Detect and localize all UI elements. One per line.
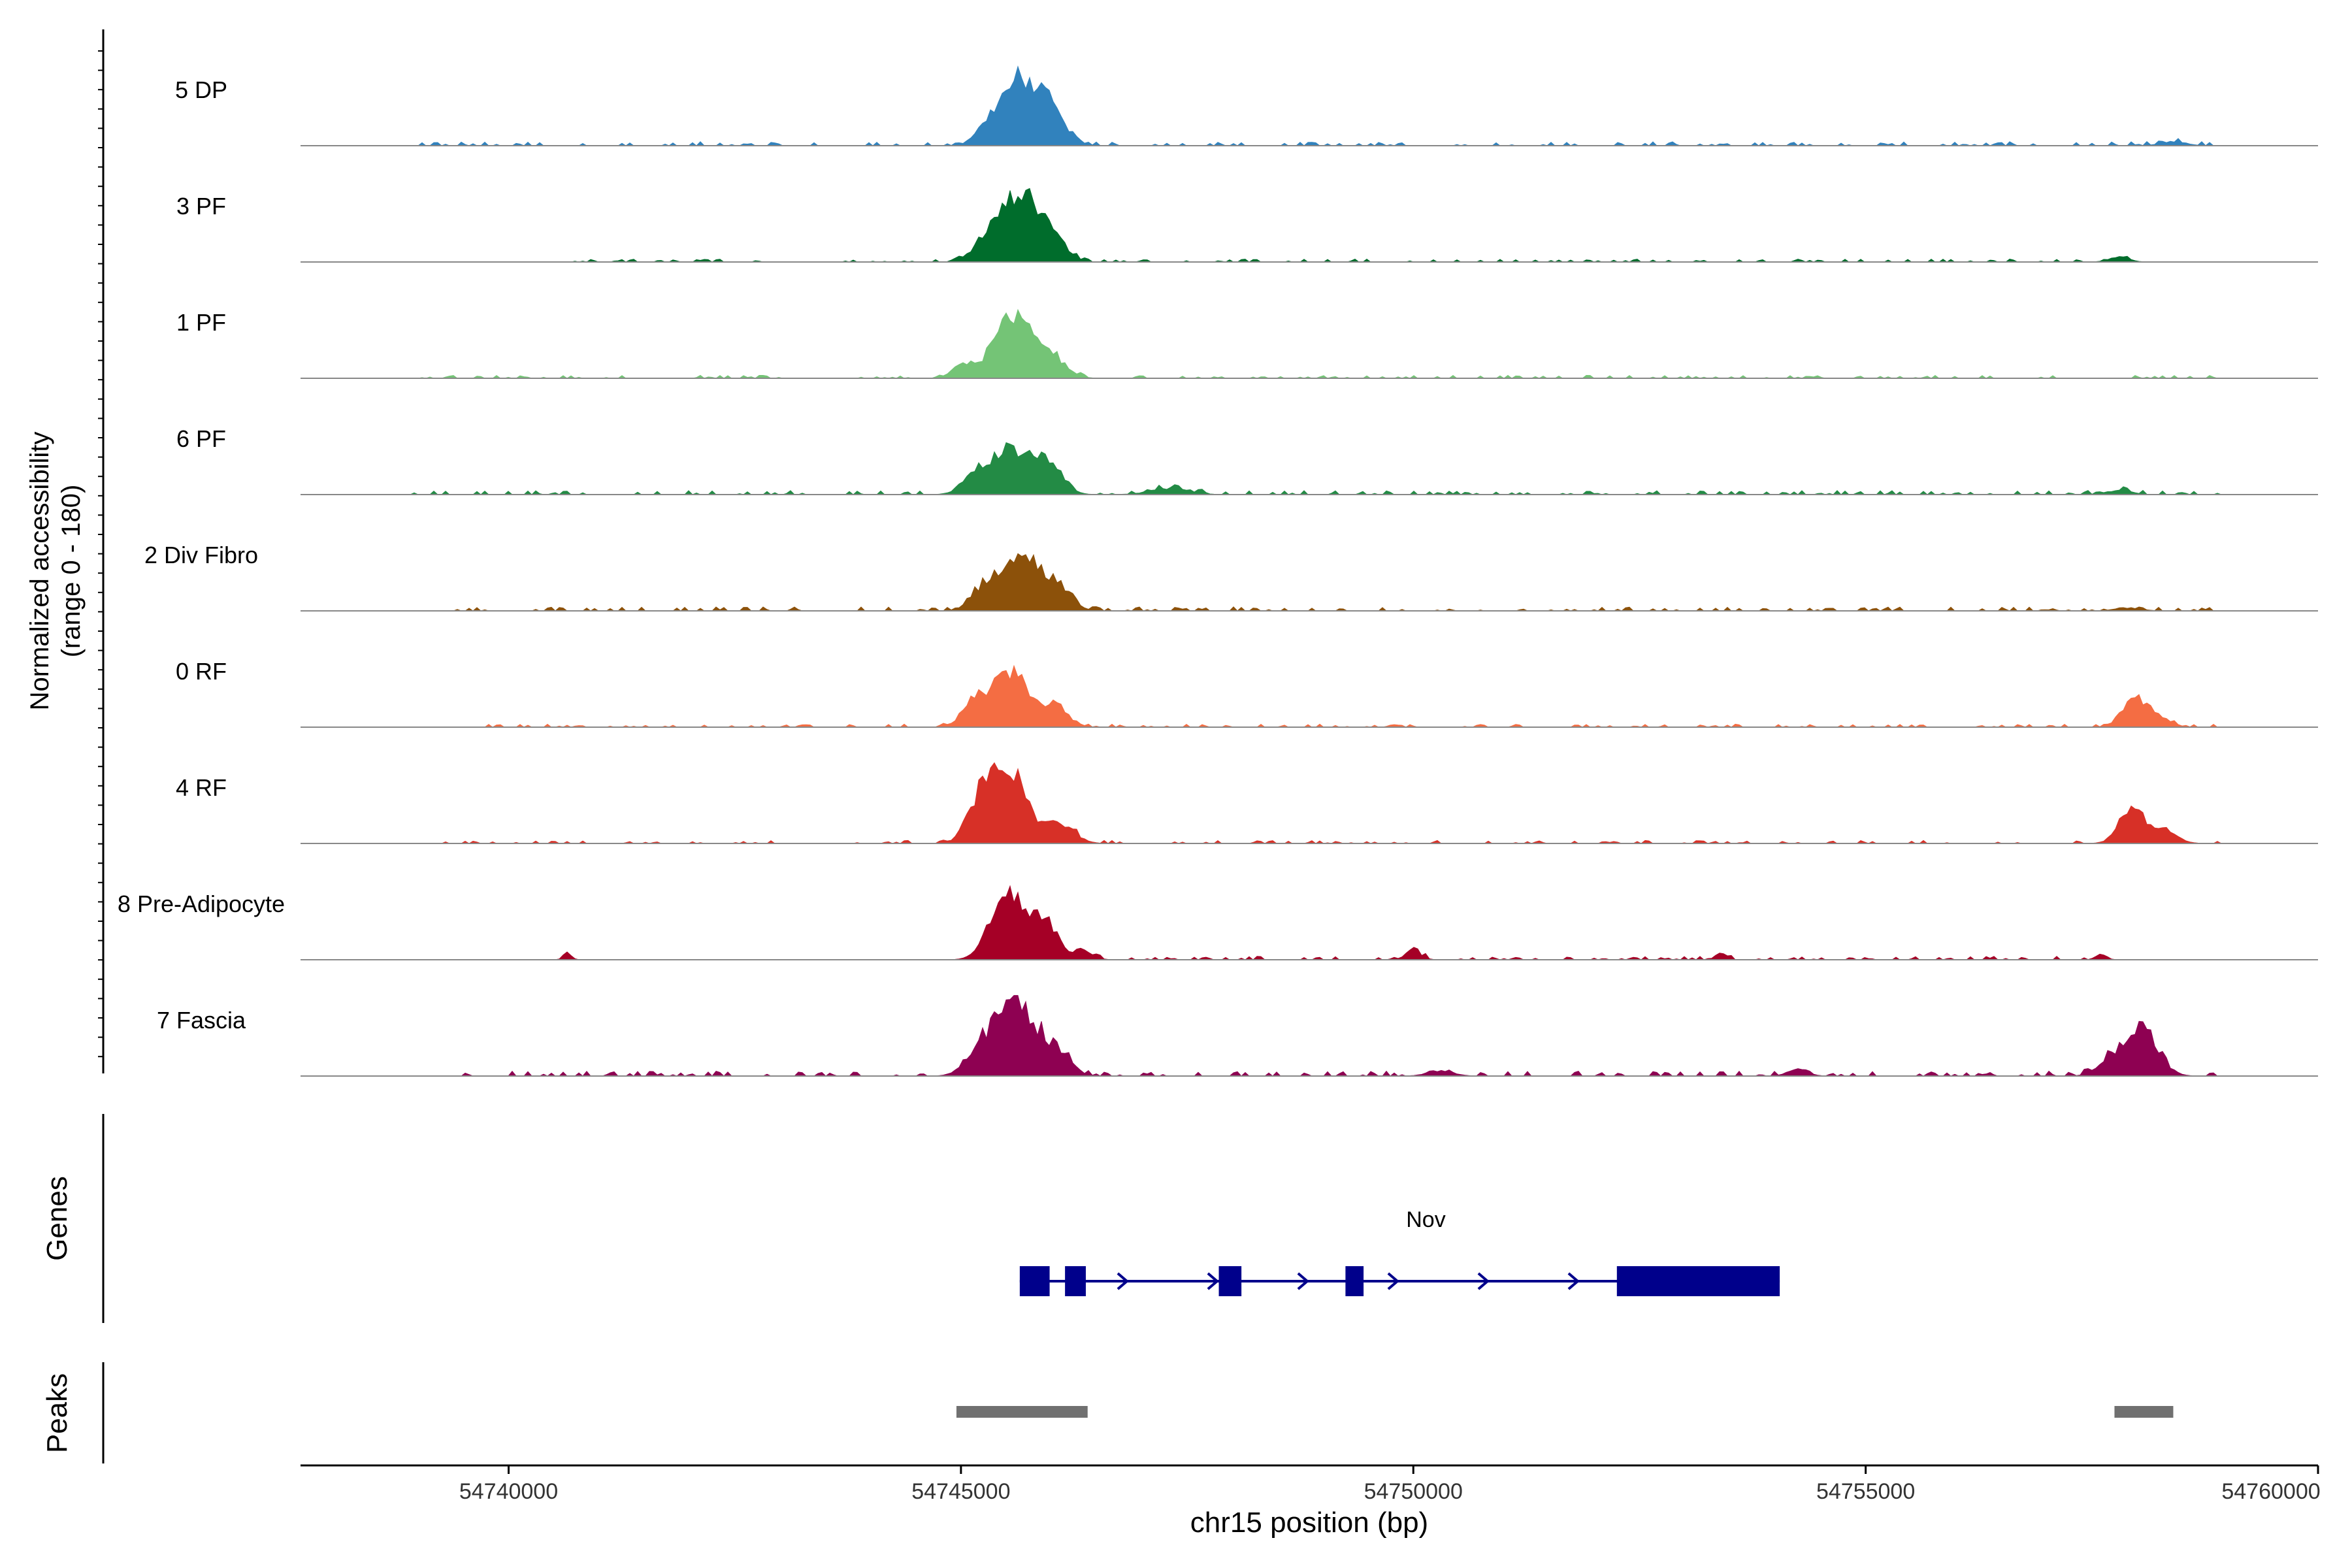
strand-arrow [1207,1272,1219,1290]
track-label: 6 PF [176,425,226,452]
x-tick-label: 54750000 [1364,1479,1463,1504]
track-label: 8 Pre-Adipocyte [118,890,285,917]
x-axis-label: chr15 position (bp) [1190,1507,1428,1539]
track-9: 7 Fascia [157,995,2318,1077]
x-tick-label: 54755000 [1816,1479,1915,1504]
track-label: 0 RF [176,658,227,685]
coverage-tracks: 5 DP 3 PF 1 PF 6 PF 2 Div Fibro 0 RF 4 RF 8 Pre… [118,65,2318,1077]
strand-arrow [1117,1272,1129,1290]
track-7: 4 RF [176,762,2318,844]
track-6: 0 RF [176,658,2318,728]
x-axis-ticks: 54740000 54745000 54750000 54755000 54760000 [459,1465,2321,1504]
track-label: 3 PF [176,193,226,220]
peaks-track [956,1406,2174,1418]
gene-exon [1019,1266,1050,1296]
gene-exon [1218,1266,1242,1296]
y-axis-label-range: (range 0 - 180) [57,485,86,658]
gene-name-label: Nov [1406,1207,1445,1232]
track-label: 5 DP [175,76,227,103]
track-label: 7 Fascia [157,1007,246,1034]
track-8: 8 Pre-Adipocyte [118,885,2318,960]
gene-track: Nov [1019,1207,1780,1296]
gene-exon [1345,1266,1364,1296]
track-1: 5 DP [175,65,2318,146]
gene-exon [1065,1266,1086,1296]
gene-exon [1616,1266,1780,1296]
strand-arrow [1387,1272,1399,1290]
strand-arrow [1297,1272,1309,1290]
track-2: 3 PF [176,188,2318,263]
x-tick-label: 54745000 [911,1479,1010,1504]
strand-arrow [1477,1272,1490,1290]
x-tick-label: 54740000 [459,1479,558,1504]
x-tick-label: 54760000 [2221,1479,2320,1504]
strand-arrow [1567,1272,1580,1290]
y-axis-label: Normalized accessibility [25,432,54,711]
track-label: 1 PF [176,309,226,336]
peak-region [956,1406,1088,1418]
peaks-label: Peaks [41,1373,73,1453]
track-label: 4 RF [176,774,227,801]
genes-label: Genes [41,1176,73,1261]
peak-region [2114,1406,2174,1418]
track-4: 6 PF [176,425,2318,495]
track-3: 1 PF [176,308,2318,379]
track-5: 2 Div Fibro [144,542,2318,612]
track-label: 2 Div Fibro [144,542,258,568]
coverage-y-axis-ticks [98,50,103,1058]
